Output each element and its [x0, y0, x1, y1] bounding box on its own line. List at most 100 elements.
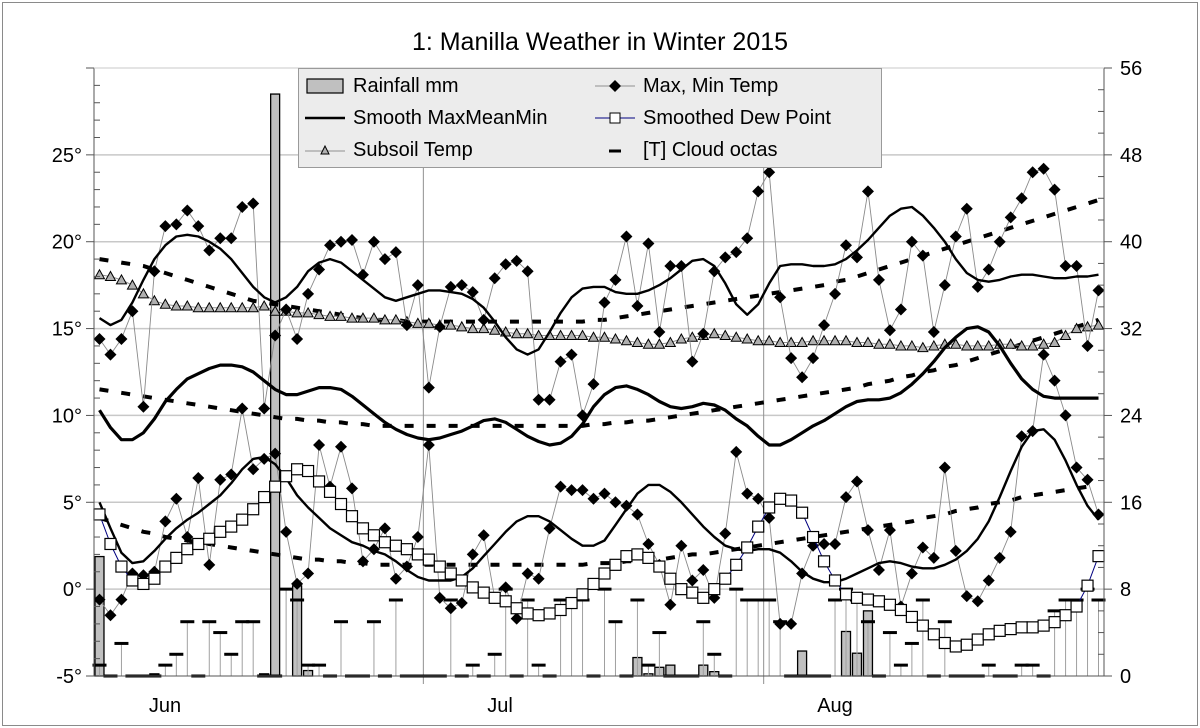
dewpoint-marker [565, 596, 578, 610]
temp-marker [883, 524, 896, 537]
dewpoint-marker [477, 586, 490, 599]
dewpoint-marker [916, 619, 929, 632]
temp-marker [159, 515, 172, 528]
temp-marker [960, 590, 973, 603]
temp-marker [335, 235, 348, 248]
dewpoint-marker [642, 551, 655, 564]
left-tick-label: 25° [52, 145, 82, 167]
temp-marker [631, 299, 644, 312]
left-tick-label: 15° [52, 319, 82, 341]
temp-marker [236, 200, 249, 213]
temp-marker [949, 230, 962, 243]
temp-marker [620, 230, 633, 243]
temp-line [99, 168, 1099, 418]
temp-marker [894, 303, 907, 316]
dewpoint-marker [1048, 616, 1061, 629]
subsoil-marker [576, 329, 589, 341]
subsoil-marker [960, 339, 973, 351]
left-tick-label: 5° [63, 492, 82, 514]
temp-marker [192, 220, 205, 233]
dewpoint-marker [905, 610, 918, 624]
subsoil-marker [214, 301, 227, 313]
dewpoint-marker [1015, 621, 1028, 634]
dewpoint-marker [1092, 550, 1105, 563]
temp-marker [982, 263, 995, 276]
subsoil-marker [620, 334, 633, 346]
temp-marker [829, 537, 842, 550]
temp-marker [1015, 430, 1028, 443]
subsoil-marker [368, 312, 380, 323]
legend-maxmin-label: Max, Min Temp [643, 74, 779, 97]
dewpoint-marker [290, 463, 304, 476]
temp-marker [741, 232, 754, 245]
temp-marker [587, 492, 600, 505]
rainfall-bar [665, 664, 676, 677]
subsoil-marker [412, 317, 424, 328]
temp-marker [609, 496, 622, 509]
temp-marker [807, 352, 820, 365]
dewpoint-marker [806, 530, 820, 544]
dewpoint-marker [982, 628, 995, 641]
temp-marker [829, 287, 842, 300]
rainfall-swatch-icon [305, 76, 347, 96]
cloud-markers [92, 587, 1106, 678]
temp-marker [1004, 525, 1017, 538]
legend-rainfall: Rainfall mm [305, 71, 459, 101]
month-label: Jul [487, 695, 513, 717]
temp-marker [258, 452, 271, 465]
temp-marker [861, 524, 874, 537]
rainfall-bar [796, 650, 808, 677]
temp-marker [280, 303, 293, 316]
dewpoint-marker [367, 529, 381, 542]
temp-marker [1037, 348, 1050, 361]
temp-marker [719, 251, 732, 264]
temp-marker [785, 352, 798, 365]
right-tick-label: 8 [1120, 579, 1131, 601]
subsoil-marker [115, 273, 128, 285]
subsoil-marker [444, 319, 457, 330]
subsoil-marker [719, 329, 732, 341]
temp-marker [455, 279, 468, 292]
dewpoint-marker [170, 551, 183, 564]
temp-marker [236, 402, 249, 415]
subsoil-marker [390, 313, 402, 325]
temp-marker [1081, 339, 1094, 352]
temp-marker [730, 246, 743, 259]
dewpoint-marker [763, 501, 776, 514]
temp-marker [477, 529, 490, 542]
dewpoint-marker [1081, 579, 1094, 592]
temp-marker [785, 617, 798, 630]
dewpoint-marker [993, 624, 1006, 637]
dewpoint-marker [148, 572, 161, 585]
subsoil-marker [741, 332, 754, 344]
temp-marker [181, 204, 194, 217]
normal-dashed-line [99, 198, 1100, 324]
temp-marker [422, 381, 435, 394]
subsoil-marker [181, 299, 194, 311]
temp-marker [104, 348, 117, 361]
subsoil-marker [324, 310, 336, 321]
temp-marker [1026, 166, 1039, 179]
dewpoint-marker [730, 558, 743, 571]
dewpoint-marker [258, 490, 271, 504]
subsoil-marker [521, 327, 534, 339]
dewpoint-marker [510, 602, 523, 615]
subsoil-marker [971, 339, 984, 351]
dewpoint-marker [301, 464, 315, 478]
subsoil-marker [554, 329, 567, 341]
temp-marker [796, 371, 809, 384]
dewpoint-marker [620, 550, 633, 563]
temp-marker [1059, 260, 1072, 273]
temp-marker [938, 279, 951, 292]
temp-marker [225, 232, 238, 245]
temp-marker [620, 499, 633, 512]
subsoil-marker [730, 331, 743, 342]
dewpoint-marker [378, 536, 392, 549]
temp-marker [752, 185, 765, 198]
temp-marker [499, 258, 512, 271]
temp-marker [774, 291, 787, 304]
temp-marker [719, 527, 732, 540]
dewpoint-marker [532, 609, 545, 622]
maxmin-series [93, 162, 1105, 630]
dewpoint-marker [345, 510, 359, 523]
